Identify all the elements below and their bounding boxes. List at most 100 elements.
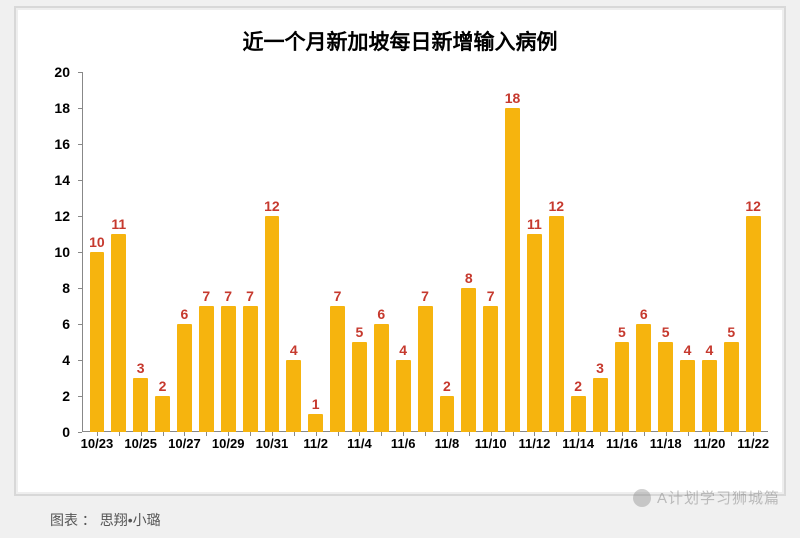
bar-slot: 2 — [152, 72, 174, 432]
x-tick — [381, 432, 382, 436]
x-tick — [119, 432, 120, 436]
y-tick — [78, 432, 82, 433]
x-tick-label: 11/2 — [303, 436, 328, 451]
bar-value-label: 5 — [727, 324, 735, 340]
x-tick-label: 11/8 — [435, 436, 460, 451]
bar — [330, 306, 345, 432]
bar — [461, 288, 476, 432]
bar-value-label: 3 — [596, 360, 604, 376]
bar — [440, 396, 455, 432]
bars-container: 1010/2311310/252610/277710/2971210/31411… — [86, 72, 764, 432]
y-tick — [78, 252, 82, 253]
bar-slot: 1010/23 — [86, 72, 108, 432]
bar — [549, 216, 564, 432]
wechat-icon — [633, 489, 651, 507]
x-tick — [250, 432, 251, 436]
bar-slot: 511/16 — [611, 72, 633, 432]
bar-value-label: 5 — [662, 324, 670, 340]
x-tick-label: 10/31 — [256, 436, 289, 451]
x-tick — [513, 432, 514, 436]
bar — [243, 306, 258, 432]
y-tick — [78, 144, 82, 145]
bar-slot: 1111/12 — [524, 72, 546, 432]
y-tick — [78, 72, 82, 73]
x-tick-label: 11/16 — [606, 436, 638, 451]
x-tick-label: 11/20 — [694, 436, 726, 451]
chart-credit: 图表 ： 思翔•小璐 — [50, 510, 161, 530]
y-tick — [78, 108, 82, 109]
bar — [352, 342, 367, 432]
bar-value-label: 10 — [89, 234, 105, 250]
y-tick — [78, 180, 82, 181]
chart-title: 近一个月新加坡每日新增输入病例 — [16, 26, 784, 56]
x-tick — [206, 432, 207, 436]
y-tick — [78, 216, 82, 217]
y-tick-label: 8 — [62, 280, 70, 296]
y-tick-label: 14 — [54, 172, 70, 188]
y-tick-label: 18 — [54, 100, 70, 116]
bar-value-label: 5 — [618, 324, 626, 340]
x-tick — [600, 432, 601, 436]
bar-slot: 4 — [677, 72, 699, 432]
bar — [702, 360, 717, 432]
bar — [308, 414, 323, 432]
bar-value-label: 2 — [574, 378, 582, 394]
bar — [177, 324, 192, 432]
bar — [265, 216, 280, 432]
bar-value-label: 5 — [356, 324, 364, 340]
bar — [221, 306, 236, 432]
x-tick-label: 10/27 — [168, 436, 201, 451]
x-tick — [731, 432, 732, 436]
x-tick-label: 11/22 — [737, 436, 769, 451]
bar-slot: 12 — [545, 72, 567, 432]
bar-slot: 211/14 — [567, 72, 589, 432]
bar — [593, 378, 608, 432]
bar — [636, 324, 651, 432]
bar-slot: 8 — [458, 72, 480, 432]
bar-slot: 6 — [370, 72, 392, 432]
x-tick-label: 10/25 — [124, 436, 157, 451]
bar-value-label: 4 — [706, 342, 714, 358]
bar — [680, 360, 695, 432]
bar-slot: 5 — [720, 72, 742, 432]
y-tick — [78, 324, 82, 325]
bar-slot: 211/8 — [436, 72, 458, 432]
bar-value-label: 4 — [684, 342, 692, 358]
x-tick-label: 11/14 — [562, 436, 594, 451]
bar — [483, 306, 498, 432]
bar-slot: 1211/22 — [742, 72, 764, 432]
bar-slot: 7 — [239, 72, 261, 432]
bar — [199, 306, 214, 432]
x-tick-label: 11/18 — [650, 436, 682, 451]
bar-value-label: 3 — [137, 360, 145, 376]
bar — [527, 234, 542, 432]
bar-value-label: 11 — [111, 216, 126, 232]
bar-value-label: 8 — [465, 270, 473, 286]
bar-value-label: 18 — [505, 90, 521, 106]
y-tick-label: 20 — [54, 64, 70, 80]
bar — [418, 306, 433, 432]
y-tick-label: 6 — [62, 316, 70, 332]
x-tick-label: 11/6 — [391, 436, 416, 451]
bar-value-label: 1 — [312, 396, 320, 412]
credit-author: 思翔•小璐 — [100, 512, 161, 528]
x-tick — [425, 432, 426, 436]
bar-slot: 7 — [327, 72, 349, 432]
bar-value-label: 4 — [290, 342, 298, 358]
bar — [746, 216, 761, 432]
x-tick — [644, 432, 645, 436]
x-tick — [163, 432, 164, 436]
bar-slot: 6 — [633, 72, 655, 432]
bar — [658, 342, 673, 432]
bar-value-label: 4 — [399, 342, 407, 358]
bar-value-label: 6 — [377, 306, 385, 322]
bar-value-label: 7 — [246, 288, 254, 304]
x-tick — [469, 432, 470, 436]
bar-value-label: 7 — [421, 288, 429, 304]
bar-slot: 111/2 — [305, 72, 327, 432]
bar-value-label: 12 — [264, 198, 280, 214]
y-tick-label: 2 — [62, 388, 70, 404]
x-tick — [338, 432, 339, 436]
y-tick — [78, 360, 82, 361]
bar — [505, 108, 520, 432]
